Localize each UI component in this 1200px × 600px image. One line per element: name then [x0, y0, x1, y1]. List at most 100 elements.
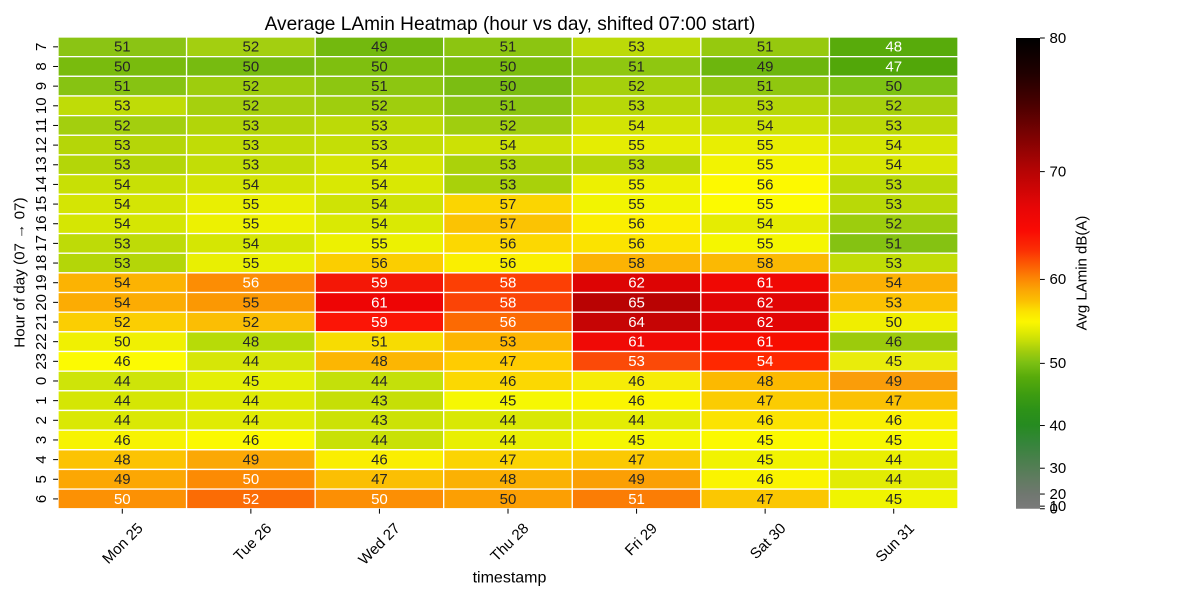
svg-text:47: 47 [757, 393, 774, 410]
svg-text:53: 53 [114, 157, 131, 174]
svg-text:51: 51 [371, 78, 388, 95]
svg-text:54: 54 [628, 117, 645, 134]
svg-text:44: 44 [243, 393, 260, 410]
svg-text:54: 54 [371, 216, 388, 233]
svg-text:53: 53 [371, 117, 388, 134]
svg-text:54: 54 [114, 196, 131, 213]
svg-text:54: 54 [371, 176, 388, 193]
svg-text:59: 59 [371, 314, 388, 331]
svg-text:40: 40 [1050, 417, 1067, 434]
svg-text:11: 11 [33, 118, 50, 134]
svg-text:Hour of day (07 → 07): Hour of day (07 → 07) [12, 197, 29, 347]
svg-text:51: 51 [885, 235, 902, 252]
svg-text:44: 44 [500, 432, 517, 449]
svg-text:62: 62 [628, 275, 645, 292]
svg-text:51: 51 [757, 39, 774, 56]
svg-text:23: 23 [33, 353, 50, 370]
svg-text:52: 52 [500, 117, 517, 134]
svg-text:46: 46 [757, 471, 774, 488]
svg-text:53: 53 [885, 255, 902, 272]
svg-text:49: 49 [243, 452, 260, 469]
svg-text:10: 10 [1050, 498, 1067, 515]
svg-text:54: 54 [243, 235, 260, 252]
svg-text:51: 51 [114, 78, 131, 95]
svg-text:44: 44 [243, 353, 260, 370]
svg-text:44: 44 [628, 412, 645, 429]
svg-text:17: 17 [33, 235, 50, 252]
svg-text:47: 47 [757, 491, 774, 508]
svg-text:10: 10 [33, 97, 50, 114]
svg-text:56: 56 [371, 255, 388, 272]
svg-text:54: 54 [114, 176, 131, 193]
svg-text:53: 53 [243, 137, 260, 154]
svg-text:53: 53 [500, 334, 517, 351]
svg-text:55: 55 [243, 255, 260, 272]
svg-text:13: 13 [33, 156, 50, 173]
svg-text:45: 45 [628, 432, 645, 449]
svg-text:46: 46 [114, 353, 131, 370]
svg-text:19: 19 [33, 274, 50, 291]
svg-text:54: 54 [885, 157, 902, 174]
svg-text:56: 56 [757, 176, 774, 193]
svg-text:47: 47 [371, 471, 388, 488]
svg-text:18: 18 [33, 255, 50, 272]
svg-text:12: 12 [33, 137, 50, 154]
svg-text:8: 8 [33, 62, 50, 70]
svg-text:51: 51 [628, 58, 645, 75]
svg-text:54: 54 [885, 137, 902, 154]
svg-text:45: 45 [757, 432, 774, 449]
svg-text:46: 46 [114, 432, 131, 449]
svg-text:44: 44 [114, 393, 131, 410]
svg-text:54: 54 [757, 353, 774, 370]
svg-text:16: 16 [33, 215, 50, 232]
svg-text:55: 55 [628, 176, 645, 193]
svg-text:70: 70 [1050, 163, 1067, 180]
svg-text:49: 49 [371, 39, 388, 56]
svg-text:46: 46 [885, 334, 902, 351]
svg-text:52: 52 [885, 98, 902, 115]
svg-text:58: 58 [500, 275, 517, 292]
svg-text:55: 55 [243, 216, 260, 233]
svg-text:56: 56 [628, 235, 645, 252]
svg-text:3: 3 [33, 436, 50, 444]
svg-text:44: 44 [114, 373, 131, 390]
svg-text:7: 7 [33, 43, 50, 51]
svg-text:53: 53 [114, 235, 131, 252]
svg-text:5: 5 [33, 475, 50, 483]
svg-text:52: 52 [243, 39, 260, 56]
svg-text:52: 52 [628, 78, 645, 95]
svg-text:48: 48 [757, 373, 774, 390]
svg-text:50: 50 [243, 471, 260, 488]
svg-text:47: 47 [885, 393, 902, 410]
svg-text:52: 52 [114, 117, 131, 134]
svg-text:50: 50 [114, 491, 131, 508]
svg-text:54: 54 [371, 157, 388, 174]
svg-text:1: 1 [33, 396, 50, 404]
svg-text:53: 53 [500, 157, 517, 174]
svg-text:47: 47 [500, 353, 517, 370]
svg-text:55: 55 [757, 137, 774, 154]
svg-text:50: 50 [243, 58, 260, 75]
svg-text:53: 53 [885, 117, 902, 134]
svg-text:14: 14 [33, 176, 50, 193]
svg-text:53: 53 [500, 176, 517, 193]
svg-text:54: 54 [114, 216, 131, 233]
svg-text:61: 61 [371, 294, 388, 311]
svg-text:61: 61 [757, 334, 774, 351]
svg-text:30: 30 [1050, 460, 1067, 477]
svg-text:47: 47 [500, 452, 517, 469]
svg-text:44: 44 [885, 471, 902, 488]
svg-text:48: 48 [243, 334, 260, 351]
svg-text:56: 56 [500, 235, 517, 252]
svg-text:54: 54 [243, 176, 260, 193]
svg-text:54: 54 [371, 196, 388, 213]
svg-text:57: 57 [500, 196, 517, 213]
svg-text:48: 48 [114, 452, 131, 469]
svg-text:61: 61 [628, 334, 645, 351]
svg-text:44: 44 [371, 432, 388, 449]
svg-text:53: 53 [628, 39, 645, 56]
svg-text:46: 46 [500, 373, 517, 390]
svg-text:51: 51 [500, 39, 517, 56]
svg-text:44: 44 [371, 373, 388, 390]
svg-text:53: 53 [371, 137, 388, 154]
